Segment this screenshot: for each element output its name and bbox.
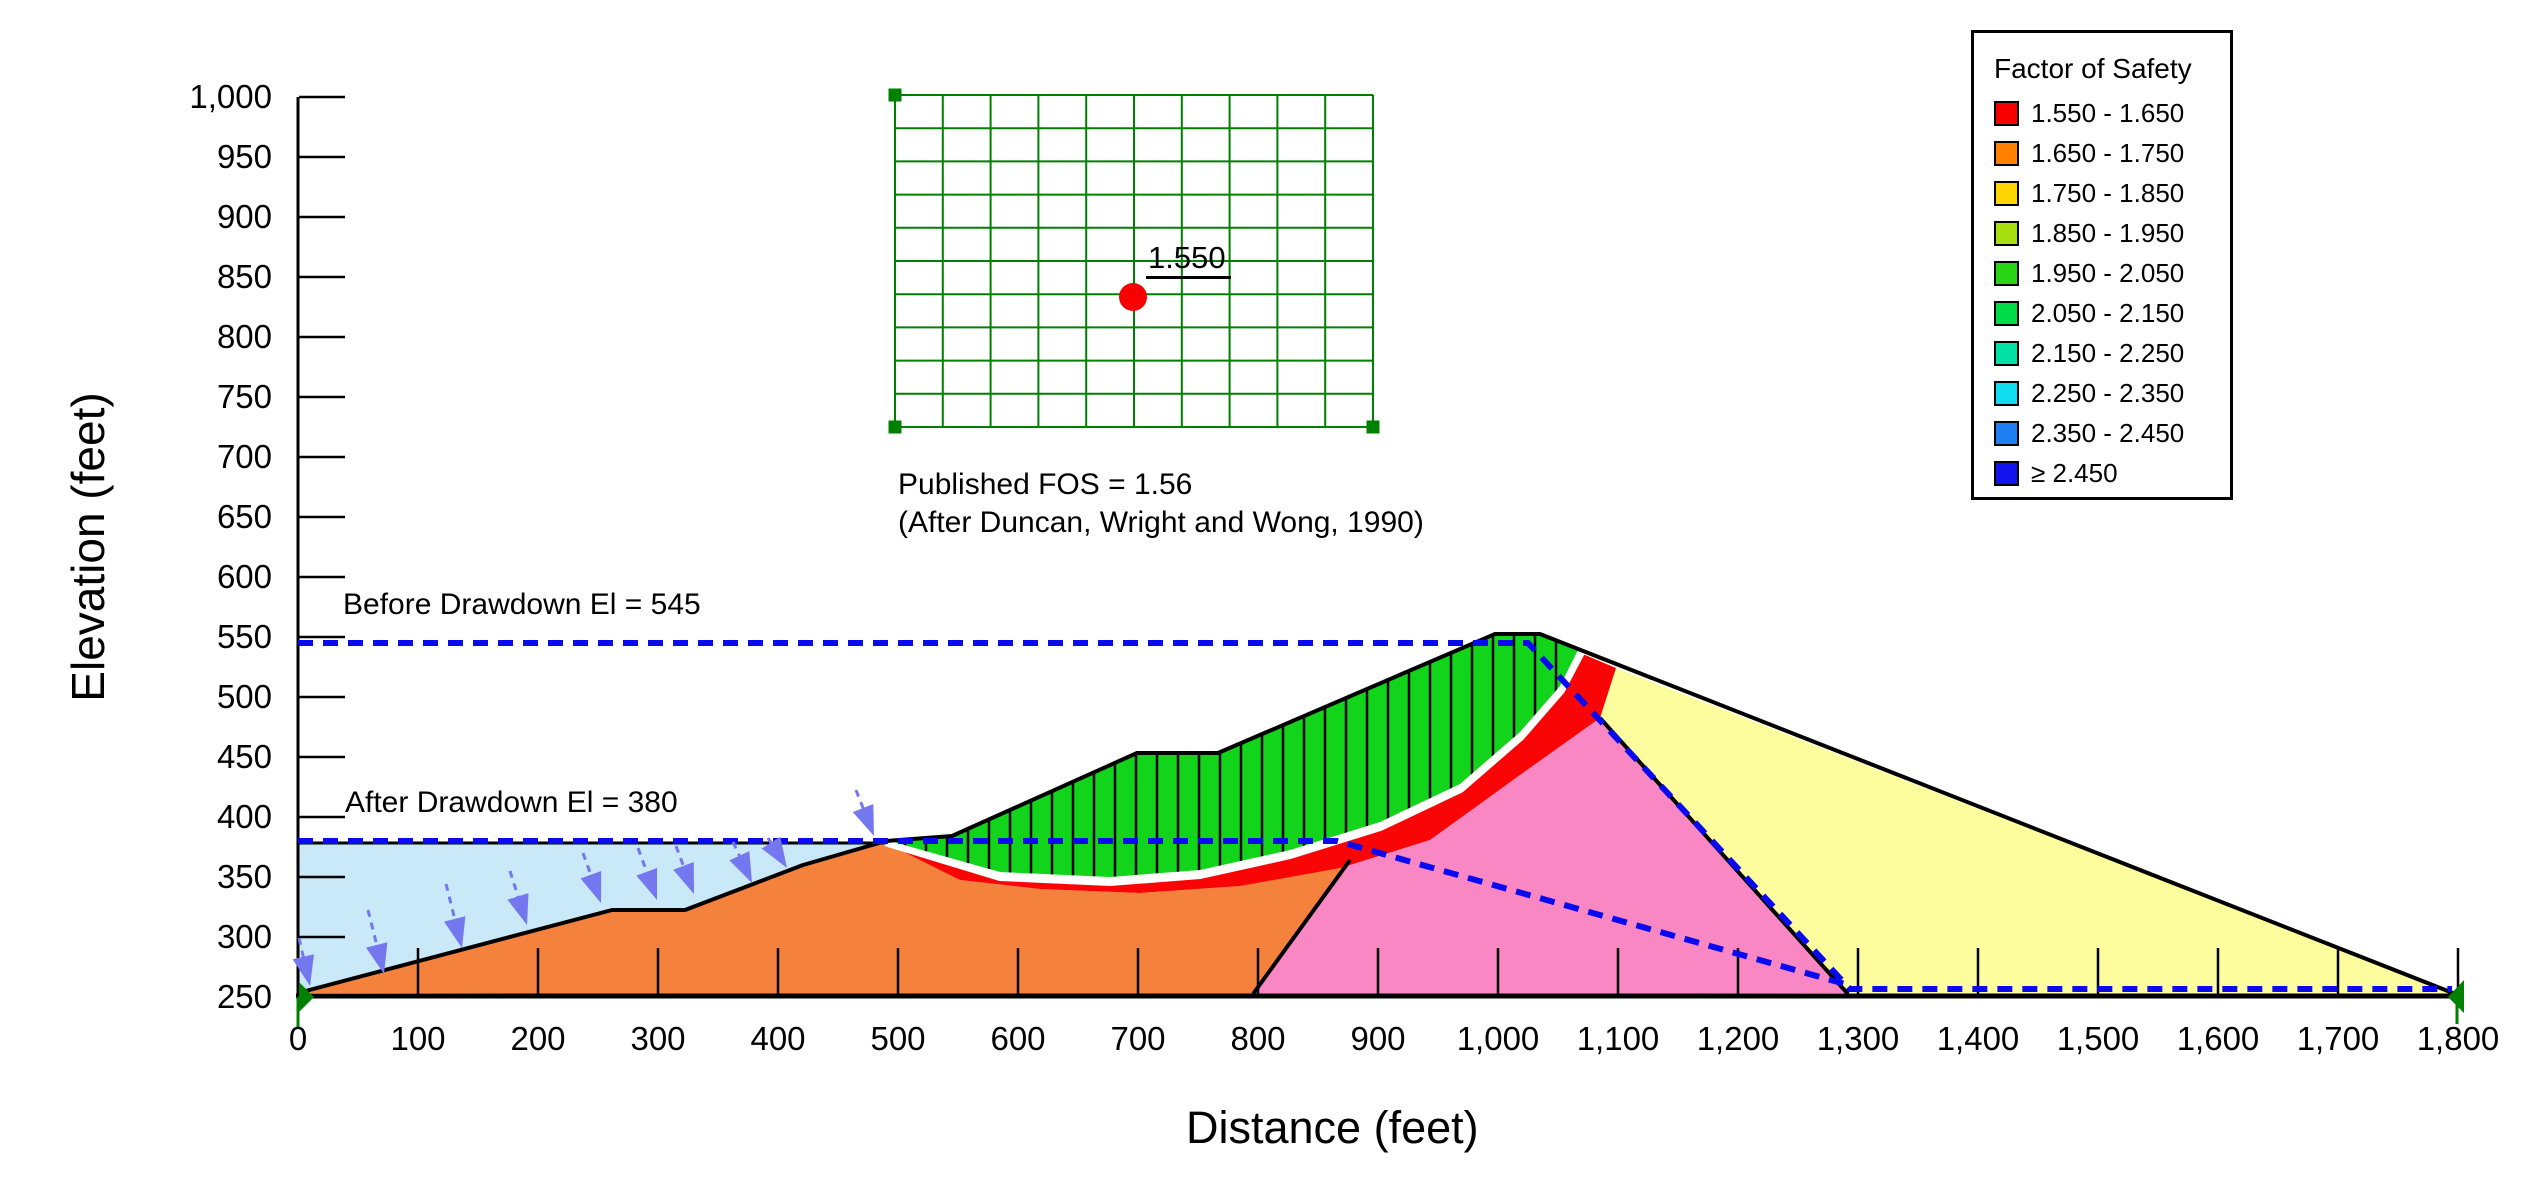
x-tick-label: 1,100: [1576, 1020, 1660, 1057]
legend-title: Factor of Safety: [1994, 53, 2192, 84]
right-end-marker: [2448, 980, 2464, 1024]
y-tick-label: 500: [216, 678, 272, 715]
y-tick-label: 900: [216, 198, 272, 235]
after-drawdown-label: After Drawdown El = 380: [345, 786, 678, 819]
legend-swatch: [1994, 301, 2019, 326]
legend-entry-label: 1.550 - 1.650: [2031, 98, 2185, 128]
legend-entry-label: 1.750 - 1.850: [2031, 178, 2185, 208]
legend-row: 1.650 - 1.750: [1994, 138, 2230, 168]
y-tick-label: 650: [216, 498, 272, 535]
y-tick-label: 950: [216, 138, 272, 175]
y-axis-title: Elevation (feet): [62, 392, 114, 702]
legend-swatch: [1994, 421, 2019, 446]
y-tick-label: 600: [216, 558, 272, 595]
x-tick-label: 1,300: [1816, 1020, 1900, 1057]
x-tick-label: 200: [510, 1020, 566, 1057]
x-tick-label: 300: [630, 1020, 686, 1057]
core-downstream-boundary: [1598, 716, 1850, 996]
critical-fos-value-label: 1.550: [1146, 240, 1231, 279]
ground-and-dam-outline: [297, 632, 2459, 997]
legend-entry-label: 2.050 - 2.150: [2031, 298, 2185, 328]
x-tick-label: 800: [1230, 1020, 1286, 1057]
legend-swatch: [1994, 341, 2019, 366]
legend-row: 2.250 - 2.350: [1994, 378, 2230, 408]
legend-row: 1.850 - 1.950: [1994, 218, 2230, 248]
citation-note: (After Duncan, Wright and Wong, 1990): [898, 506, 1424, 539]
x-tick-label: 1,000: [1456, 1020, 1540, 1057]
upstream-shell-region: [298, 841, 1350, 995]
y-tick-label: 400: [216, 798, 272, 835]
legend-row: 1.750 - 1.850: [1994, 178, 2230, 208]
y-tick-label: 450: [216, 738, 272, 775]
x-tick-label: 600: [990, 1020, 1046, 1057]
left-end-marker: [296, 982, 314, 1028]
fos-search-grid: [888, 88, 1380, 434]
y-tick-label: 850: [216, 258, 272, 295]
legend-entry-label: 1.950 - 2.050: [2031, 258, 2185, 288]
legend-entry-label: ≥ 2.450: [2031, 458, 2118, 488]
legend-entry-label: 2.250 - 2.350: [2031, 378, 2185, 408]
legend-rows: 1.550 - 1.650 1.650 - 1.750 1.750 - 1.850 1…: [1994, 98, 2230, 488]
seepage-arrows: [292, 789, 874, 986]
y-tick-label: 800: [216, 318, 272, 355]
x-tick-label: 1,400: [1936, 1020, 2020, 1057]
legend-swatch: [1994, 461, 2019, 486]
legend-row: ≥ 2.450: [1994, 458, 2230, 488]
y-tick-label: 750: [216, 378, 272, 415]
after-drawdown-line: [298, 838, 1846, 987]
x-tick-label: 1,600: [2176, 1020, 2260, 1057]
y-tick-label: 350: [216, 858, 272, 895]
legend-swatch: [1994, 101, 2019, 126]
legend-swatch: [1994, 381, 2019, 406]
core-upstream-boundary: [1251, 858, 1352, 996]
y-tick-label: 700: [216, 438, 272, 475]
fos-legend: Factor of Safety 1.550 - 1.650 1.650 - 1.…: [1971, 30, 2233, 500]
x-tick-label: 400: [750, 1020, 806, 1057]
x-axis-title: Distance (feet): [1186, 1102, 1479, 1153]
legend-row: 1.550 - 1.650: [1994, 98, 2230, 128]
x-tick-label: 1,700: [2296, 1020, 2380, 1057]
legend-row: 1.950 - 2.050: [1994, 258, 2230, 288]
x-tick-label: 500: [870, 1020, 926, 1057]
legend-row: 2.150 - 2.250: [1994, 338, 2230, 368]
legend-entry-label: 2.150 - 2.250: [2031, 338, 2185, 368]
legend-swatch: [1994, 141, 2019, 166]
legend-entry-label: 1.650 - 1.750: [2031, 138, 2185, 168]
x-tick-label: 100: [390, 1020, 446, 1057]
core-region: [1253, 718, 1848, 995]
legend-swatch: [1994, 181, 2019, 206]
y-tick-label: 1,000: [189, 78, 272, 115]
x-tick-label: 700: [1110, 1020, 1166, 1057]
reservoir-water-region: [298, 842, 886, 993]
critical-center-dot: [1119, 283, 1147, 311]
legend-row: 2.350 - 2.450: [1994, 418, 2230, 448]
legend-entry-label: 2.350 - 2.450: [2031, 418, 2185, 448]
x-tick-label: 1,200: [1696, 1020, 1780, 1057]
y-tick-label: 550: [216, 618, 272, 655]
before-drawdown-label: Before Drawdown El = 545: [343, 588, 701, 621]
y-tick-label: 300: [216, 918, 272, 955]
legend-row: 2.050 - 2.150: [1994, 298, 2230, 328]
legend-swatch: [1994, 221, 2019, 246]
sliding-mass-region: [890, 634, 1578, 877]
legend-swatch: [1994, 261, 2019, 286]
downstream-shell-region: [1600, 668, 2458, 995]
published-fos-note: Published FOS = 1.56: [898, 468, 1193, 501]
y-axis-ticks: [299, 95, 345, 999]
x-tick-label: 900: [1350, 1020, 1406, 1057]
legend-entry-label: 1.850 - 1.950: [2031, 218, 2185, 248]
x-tick-label: 1,500: [2056, 1020, 2140, 1057]
x-tick-label: 1,800: [2416, 1020, 2500, 1057]
critical-fos-band-region: [886, 636, 1616, 893]
before-drawdown-line: [298, 640, 2452, 992]
y-tick-label: 250: [216, 978, 272, 1015]
x-tick-label: 0: [288, 1020, 308, 1057]
